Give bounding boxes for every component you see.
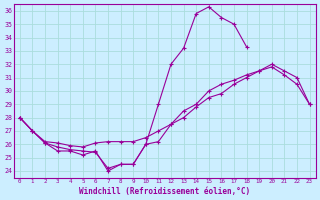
X-axis label: Windchill (Refroidissement éolien,°C): Windchill (Refroidissement éolien,°C) bbox=[79, 187, 250, 196]
